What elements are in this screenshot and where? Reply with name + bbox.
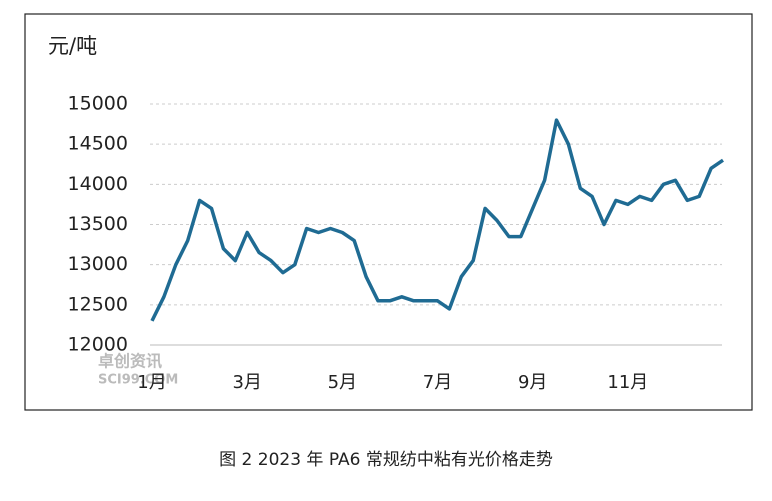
caption: 图 2 2023 年 PA6 常规纺中粘有光价格走势 bbox=[219, 450, 553, 470]
watermark: SCI99.COM bbox=[98, 373, 178, 388]
x-tick-label: 11月 bbox=[607, 372, 648, 393]
frame bbox=[24, 13, 753, 411]
y-axis-label: 元/吨 bbox=[48, 34, 97, 58]
x-tick-label: 5月 bbox=[328, 372, 357, 393]
x-tick-label: 9月 bbox=[518, 372, 547, 393]
y-tick-label: 15000 bbox=[68, 93, 128, 115]
x-tick-label: 3月 bbox=[232, 372, 261, 393]
y-tick-label: 14000 bbox=[68, 173, 128, 195]
y-tick-label: 12500 bbox=[68, 293, 128, 315]
y-tick-label: 12000 bbox=[68, 334, 128, 356]
x-tick-label: 1月 bbox=[137, 372, 166, 393]
y-tick-label: 13000 bbox=[68, 253, 128, 275]
x-tick-label: 7月 bbox=[423, 372, 452, 393]
line bbox=[150, 118, 724, 322]
y-tick-label: 14500 bbox=[68, 133, 128, 155]
watermark: 卓创资讯 bbox=[98, 352, 162, 371]
y-tick-label: 13500 bbox=[68, 213, 128, 235]
